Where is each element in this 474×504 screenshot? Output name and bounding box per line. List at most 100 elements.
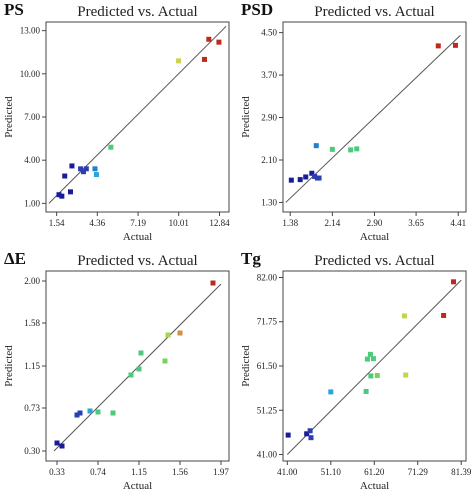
x-tick-label: 71.29: [408, 467, 429, 477]
data-point: [108, 144, 114, 150]
fit-line: [286, 279, 462, 455]
x-tick-label: 1.15: [131, 467, 147, 477]
data-point: [54, 440, 60, 446]
data-point: [316, 175, 322, 181]
data-point: [87, 408, 93, 414]
x-tick-label: 61.20: [364, 467, 385, 477]
y-tick-label: 3.70: [261, 70, 277, 80]
data-point: [285, 432, 291, 438]
data-point: [95, 409, 101, 415]
y-tick-label: 0.30: [24, 446, 40, 456]
y-tick-label: 1.00: [24, 198, 40, 208]
x-tick-label: 3.65: [408, 218, 424, 228]
panel-label: ΔE: [4, 249, 26, 268]
panel-label: PSD: [241, 0, 273, 19]
y-tick-label: 1.30: [261, 197, 277, 207]
y-tick-label: 13.00: [20, 26, 41, 36]
y-tick-label: 51.25: [257, 405, 278, 415]
x-axis-title: Actual: [360, 231, 389, 243]
x-tick-label: 51.10: [321, 467, 342, 477]
data-point: [128, 372, 134, 378]
data-point: [162, 358, 168, 364]
data-point: [80, 169, 86, 175]
y-tick-label: 4.50: [261, 28, 277, 38]
plot-frame: [45, 270, 230, 462]
data-point: [77, 410, 83, 416]
data-point: [304, 431, 310, 437]
data-point: [363, 388, 369, 394]
data-point: [303, 174, 309, 180]
y-tick-label: 2.00: [24, 276, 40, 286]
data-point: [312, 173, 318, 179]
plot-title: Predicted vs. Actual: [314, 4, 434, 20]
panel-label: PS: [4, 0, 24, 19]
y-axis-title: Predicted: [3, 96, 15, 138]
y-axis-title: Predicted: [3, 345, 15, 387]
data-point: [364, 356, 370, 362]
x-tick-label: 0.74: [90, 467, 106, 477]
y-axis-title: Predicted: [240, 345, 252, 387]
y-tick-label: 0.73: [24, 403, 40, 413]
x-tick-label: 4.36: [89, 218, 105, 228]
x-axis-title: Actual: [123, 231, 152, 243]
data-point: [136, 366, 142, 372]
data-point: [83, 166, 89, 172]
data-point: [177, 330, 183, 336]
y-tick-label: 82.00: [257, 272, 278, 282]
x-tick-label: 1.97: [213, 467, 229, 477]
x-tick-label: 7.19: [130, 218, 146, 228]
x-tick-label: 12.84: [209, 218, 230, 228]
data-point: [59, 443, 65, 449]
data-point: [297, 177, 303, 183]
data-point: [403, 372, 409, 378]
y-tick-label: 2.90: [261, 113, 277, 123]
data-point: [62, 173, 68, 179]
x-tick-label: 1.54: [49, 218, 65, 228]
y-tick-label: 1.15: [24, 361, 40, 371]
y-tick-label: 7.00: [24, 112, 40, 122]
y-tick-label: 71.75: [257, 317, 278, 327]
panel-label: Tg: [241, 249, 261, 268]
chart-ps: PS Predicted vs. Actual 1.54 4.36 7.19 10.01 1…: [0, 0, 237, 249]
y-tick-label: 10.00: [20, 69, 41, 79]
y-axis-title: Predicted: [240, 96, 252, 138]
x-tick-label: 0.33: [49, 467, 65, 477]
fit-line: [48, 25, 227, 204]
data-point: [308, 435, 314, 441]
x-tick-label: 1.56: [172, 467, 188, 477]
y-tick-label: 61.50: [257, 361, 278, 371]
data-point: [307, 428, 313, 434]
x-tick-label: 41.00: [277, 467, 298, 477]
data-point: [452, 42, 458, 48]
x-tick-label: 4.41: [450, 218, 466, 228]
data-point: [74, 412, 80, 418]
chart-delta-e-svg: ΔE Predicted vs. Actual 0.33 0.74 1.15 1.56 1.…: [3, 249, 230, 492]
chart-tg-svg: Tg Predicted vs. Actual 41.00 51.10 61.20 71.…: [240, 249, 472, 492]
data-point: [176, 58, 182, 64]
data-point: [78, 166, 84, 172]
y-tick-label: 41.00: [257, 450, 278, 460]
data-point: [288, 177, 294, 183]
data-point: [328, 389, 334, 395]
data-point: [202, 56, 208, 62]
data-point: [216, 39, 222, 45]
data-point: [368, 373, 374, 379]
plot-title: Predicted vs. Actual: [77, 253, 197, 269]
data-point: [206, 36, 212, 42]
fit-line: [285, 34, 461, 203]
data-point: [92, 166, 98, 172]
data-point: [441, 312, 447, 318]
data-point: [370, 356, 376, 362]
data-point: [451, 279, 457, 285]
x-tick-label: 2.90: [367, 218, 383, 228]
data-point: [367, 351, 373, 357]
chart-psd: PSD Predicted vs. Actual 1.38 2.14 2.90 3.65 4…: [237, 0, 474, 249]
data-point: [354, 146, 360, 152]
data-point: [69, 163, 75, 169]
chart-psd-svg: PSD Predicted vs. Actual 1.38 2.14 2.90 3.65 4…: [240, 0, 467, 243]
chart-tg: Tg Predicted vs. Actual 41.00 51.10 61.20 71.…: [237, 249, 474, 499]
data-point: [401, 313, 407, 319]
data-point: [329, 146, 335, 152]
data-point: [165, 332, 171, 338]
x-axis-title: Actual: [123, 480, 152, 492]
